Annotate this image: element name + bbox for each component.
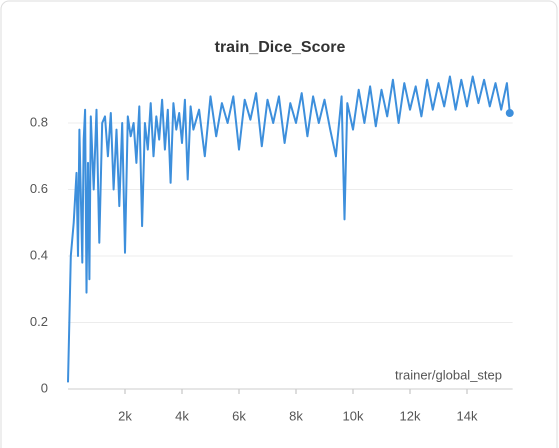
x-axis-label: trainer/global_step [395,367,502,382]
y-tick-label: 0 [41,380,48,395]
y-tick-label: 0.6 [30,181,48,196]
chart-title: train_Dice_Score [215,39,346,56]
x-tick-label: 8k [289,408,303,423]
x-tick-label: 12k [400,408,421,423]
y-tick-label: 0.2 [30,314,48,329]
x-tick-label: 2k [118,408,132,423]
x-tick-label: 6k [232,408,246,423]
line [67,75,511,383]
y-tick-label: 0.4 [30,247,48,262]
y-tick-label: 0.8 [30,114,48,129]
x-tick-label: 4k [175,408,189,423]
end-point [505,109,514,118]
x-tick-label: 10k [343,408,364,423]
x-tick-label: 14k [457,408,478,423]
